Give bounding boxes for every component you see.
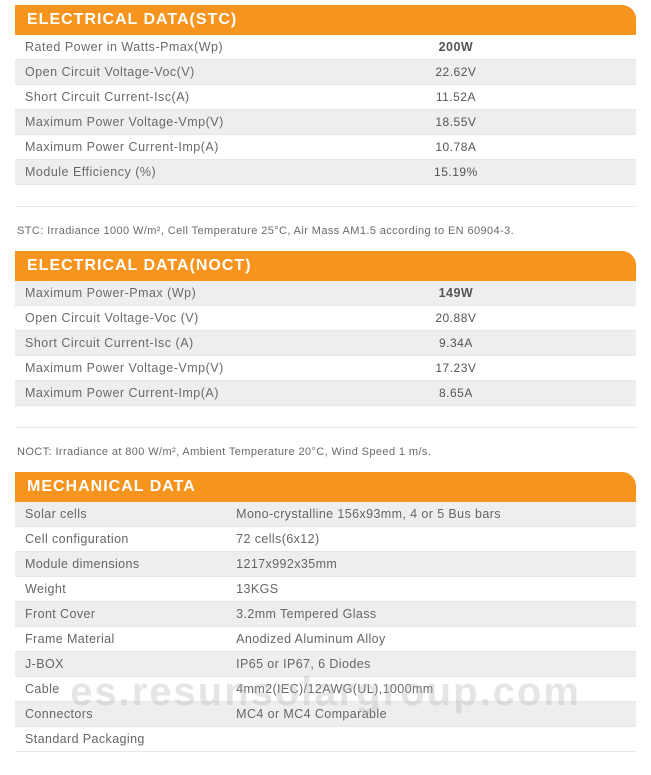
- row-value: 8.65A: [276, 381, 636, 406]
- row-label: Cable: [15, 677, 226, 702]
- row-label: Maximum Power Voltage-Vmp(V): [15, 110, 276, 135]
- stc-note: STC: Irradiance 1000 W/m², Cell Temperat…: [15, 215, 636, 251]
- section-header: MECHANICAL DATA: [15, 472, 636, 502]
- blank-row: [15, 406, 636, 428]
- row-value: [226, 727, 636, 752]
- row-value: 72 cells(6x12): [226, 527, 636, 552]
- stc-table: Rated Power in Watts-Pmax(Wp)200WOpen Ci…: [15, 35, 636, 207]
- table-row: Frame MaterialAnodized Aluminum Alloy: [15, 627, 636, 652]
- row-label: Open Circuit Voltage-Voc (V): [15, 306, 276, 331]
- table-row: Standard Packaging: [15, 727, 636, 752]
- row-label: J-BOX: [15, 652, 226, 677]
- row-label: Module Efficiency (%): [15, 160, 276, 185]
- row-value: 13KGS: [226, 577, 636, 602]
- row-label: Maximum Power Current-Imp(A): [15, 381, 276, 406]
- section-header: ELECTRICAL DATA(NOCT): [15, 251, 636, 281]
- section-header: ELECTRICAL DATA(STC): [15, 5, 636, 35]
- row-value: 3.2mm Tempered Glass: [226, 602, 636, 627]
- row-value: 9.34A: [276, 331, 636, 356]
- row-label: Solar cells: [15, 502, 226, 527]
- row-value: Anodized Aluminum Alloy: [226, 627, 636, 652]
- row-label: Open Circuit Voltage-Voc(V): [15, 60, 276, 85]
- section-noct: ELECTRICAL DATA(NOCT) Maximum Power-Pmax…: [15, 251, 636, 428]
- table-row: Front Cover3.2mm Tempered Glass: [15, 602, 636, 627]
- table-row: Cable4mm2(IEC)/12AWG(UL),1000mm: [15, 677, 636, 702]
- row-label: Frame Material: [15, 627, 226, 652]
- row-value: IP65 or IP67, 6 Diodes: [226, 652, 636, 677]
- table-row: Weight13KGS: [15, 577, 636, 602]
- noct-table: Maximum Power-Pmax (Wp)149WOpen Circuit …: [15, 281, 636, 428]
- row-label: Short Circuit Current-Isc (A): [15, 331, 276, 356]
- table-row: Rated Power in Watts-Pmax(Wp)200W: [15, 35, 636, 60]
- table-row: Open Circuit Voltage-Voc(V)22.62V: [15, 60, 636, 85]
- row-value: 10.78A: [276, 135, 636, 160]
- row-value: 11.52A: [276, 85, 636, 110]
- table-row: Maximum Power Current-Imp(A)8.65A: [15, 381, 636, 406]
- row-value: Mono-crystalline 156x93mm, 4 or 5 Bus ba…: [226, 502, 636, 527]
- row-label: Connectors: [15, 702, 226, 727]
- row-label: Front Cover: [15, 602, 226, 627]
- table-row: Maximum Power Voltage-Vmp(V)18.55V: [15, 110, 636, 135]
- row-label: Module dimensions: [15, 552, 226, 577]
- row-value: 15.19%: [276, 160, 636, 185]
- row-value: MC4 or MC4 Comparable: [226, 702, 636, 727]
- row-label: Maximum Power-Pmax (Wp): [15, 281, 276, 306]
- row-value: 200W: [276, 35, 636, 60]
- section-stc: ELECTRICAL DATA(STC) Rated Power in Watt…: [15, 5, 636, 207]
- row-label: Cell configuration: [15, 527, 226, 552]
- row-value: 20.88V: [276, 306, 636, 331]
- row-value: 22.62V: [276, 60, 636, 85]
- table-row: Open Circuit Voltage-Voc (V)20.88V: [15, 306, 636, 331]
- row-value: 4mm2(IEC)/12AWG(UL),1000mm: [226, 677, 636, 702]
- row-label: Maximum Power Voltage-Vmp(V): [15, 356, 276, 381]
- row-value: 149W: [276, 281, 636, 306]
- row-label: Maximum Power Current-Imp(A): [15, 135, 276, 160]
- row-label: Weight: [15, 577, 226, 602]
- row-value: 18.55V: [276, 110, 636, 135]
- table-row: Short Circuit Current-Isc(A)11.52A: [15, 85, 636, 110]
- mech-table: Solar cellsMono-crystalline 156x93mm, 4 …: [15, 502, 636, 752]
- table-row: Maximum Power Current-Imp(A)10.78A: [15, 135, 636, 160]
- blank-row: [15, 185, 636, 207]
- table-row: Cell configuration72 cells(6x12): [15, 527, 636, 552]
- section-mech: MECHANICAL DATA Solar cellsMono-crystall…: [15, 472, 636, 752]
- table-row: Module dimensions1217x992x35mm: [15, 552, 636, 577]
- row-label: Short Circuit Current-Isc(A): [15, 85, 276, 110]
- row-label: Rated Power in Watts-Pmax(Wp): [15, 35, 276, 60]
- table-row: Short Circuit Current-Isc (A)9.34A: [15, 331, 636, 356]
- table-row: Solar cellsMono-crystalline 156x93mm, 4 …: [15, 502, 636, 527]
- row-value: 17.23V: [276, 356, 636, 381]
- table-row: Maximum Power Voltage-Vmp(V)17.23V: [15, 356, 636, 381]
- table-row: J-BOXIP65 or IP67, 6 Diodes: [15, 652, 636, 677]
- table-row: Module Efficiency (%)15.19%: [15, 160, 636, 185]
- row-value: 1217x992x35mm: [226, 552, 636, 577]
- table-row: Maximum Power-Pmax (Wp)149W: [15, 281, 636, 306]
- row-label: Standard Packaging: [15, 727, 226, 752]
- noct-note: NOCT: Irradiance at 800 W/m², Ambient Te…: [15, 436, 636, 472]
- table-row: ConnectorsMC4 or MC4 Comparable: [15, 702, 636, 727]
